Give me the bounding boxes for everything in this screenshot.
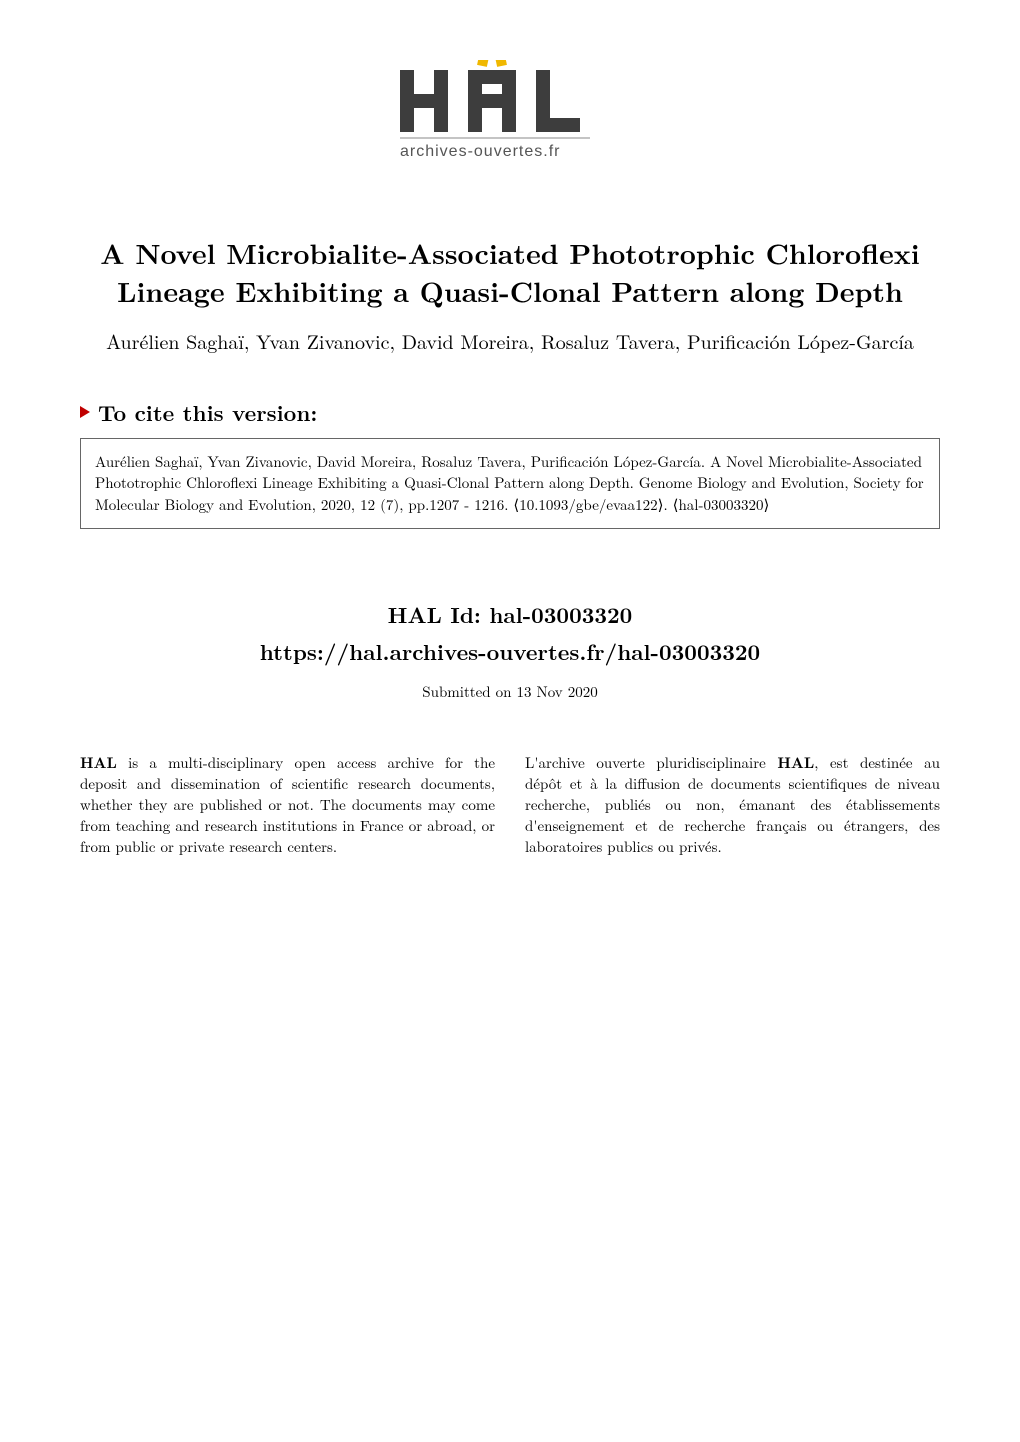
description-left: HAL is a multi-disciplinary open access … <box>80 752 495 857</box>
description-right: L'archive ouverte pluridisciplinaire HAL… <box>525 752 940 857</box>
citation-box: Aurélien Saghaï, Yvan Zivanovic, David M… <box>80 438 940 529</box>
logo-section: archives-ouvertes.fr <box>80 60 940 185</box>
title-section: A Novel Microbialite-Associated Phototro… <box>80 235 940 357</box>
hal-id-label: HAL Id: hal-03003320 <box>80 599 940 630</box>
hal-id-section: HAL Id: hal-03003320 https://hal.archive… <box>80 599 940 702</box>
hal-url: https://hal.archives-ouvertes.fr/hal-030… <box>80 636 940 667</box>
cite-heading: To cite this version: <box>98 397 317 428</box>
paper-title: A Novel Microbialite-Associated Phototro… <box>80 235 940 311</box>
cite-arrow-icon <box>80 406 90 418</box>
submitted-date: Submitted on 13 Nov 2020 <box>80 681 940 702</box>
description-section: HAL is a multi-disciplinary open access … <box>80 752 940 857</box>
hal-logo: archives-ouvertes.fr <box>390 60 630 185</box>
cite-header: To cite this version: <box>80 397 940 428</box>
authors: Aurélien Saghaï, Yvan Zivanovic, David M… <box>80 325 940 357</box>
svg-text:archives-ouvertes.fr: archives-ouvertes.fr <box>400 143 561 160</box>
cite-section: To cite this version: Aurélien Saghaï, Y… <box>80 397 940 529</box>
